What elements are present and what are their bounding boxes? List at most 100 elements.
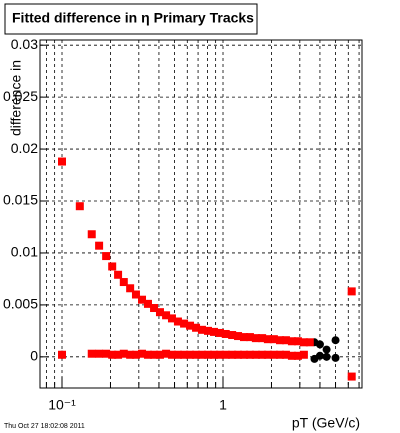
point xyxy=(197,325,206,334)
y-tick-label: 0 xyxy=(30,348,38,364)
point xyxy=(126,350,135,359)
point xyxy=(293,337,302,346)
x-tick-label: 10⁻¹ xyxy=(48,397,76,413)
point xyxy=(58,157,67,166)
point xyxy=(315,340,324,349)
chart-title: Fitted difference in η Primary Tracks xyxy=(12,10,254,26)
point xyxy=(58,350,67,359)
point xyxy=(150,304,159,313)
point xyxy=(221,329,230,338)
point xyxy=(143,350,152,359)
point xyxy=(305,338,314,347)
point xyxy=(126,284,135,293)
point xyxy=(204,326,213,335)
point xyxy=(138,295,147,304)
point xyxy=(258,334,267,343)
point xyxy=(287,337,296,346)
title-box xyxy=(4,3,258,35)
point xyxy=(95,349,104,358)
point xyxy=(322,345,331,354)
point xyxy=(114,350,123,359)
y-tick-label: 0.015 xyxy=(3,192,38,208)
point xyxy=(108,262,117,271)
point xyxy=(180,350,189,359)
point xyxy=(281,336,290,345)
y-tick-label: 0.005 xyxy=(3,296,38,312)
point xyxy=(192,350,201,359)
point xyxy=(173,350,182,359)
point xyxy=(293,351,302,360)
point xyxy=(131,350,140,359)
point xyxy=(228,331,237,340)
point xyxy=(75,202,84,211)
timestamp: Thu Oct 27 18:02:08 2011 xyxy=(4,423,85,430)
point xyxy=(119,349,128,358)
point xyxy=(138,349,147,358)
point xyxy=(102,349,111,358)
point xyxy=(331,353,340,362)
point xyxy=(239,333,248,342)
point xyxy=(209,327,218,336)
point xyxy=(258,350,267,359)
point xyxy=(197,350,206,359)
x-tick-label: 1 xyxy=(219,397,227,413)
point xyxy=(155,308,164,317)
point xyxy=(234,332,243,341)
point xyxy=(221,350,230,359)
y-tick-label: 0.02 xyxy=(11,140,38,156)
point xyxy=(245,350,254,359)
point xyxy=(143,299,152,308)
point xyxy=(119,278,128,287)
point xyxy=(239,350,248,359)
point xyxy=(102,252,111,261)
y-tick-label: 0.03 xyxy=(11,36,38,52)
point xyxy=(216,328,225,337)
plot-frame xyxy=(39,39,363,389)
point xyxy=(281,350,290,359)
point xyxy=(263,350,272,359)
y-axis-label: difference in xyxy=(8,60,24,136)
point xyxy=(269,335,278,344)
point xyxy=(167,350,176,359)
point xyxy=(95,241,104,250)
point xyxy=(87,349,96,358)
point xyxy=(287,351,296,360)
point xyxy=(234,350,243,359)
point xyxy=(299,350,308,359)
point xyxy=(347,287,356,296)
point xyxy=(186,321,195,330)
point xyxy=(263,335,272,344)
point xyxy=(216,350,225,359)
point xyxy=(150,350,159,359)
point xyxy=(155,350,164,359)
point xyxy=(180,319,189,328)
point xyxy=(162,349,171,358)
point xyxy=(162,311,171,320)
point xyxy=(245,333,254,342)
y-tick-label: 0.025 xyxy=(3,88,38,104)
point xyxy=(114,270,123,279)
point xyxy=(315,351,324,360)
point xyxy=(251,334,260,343)
point xyxy=(269,350,278,359)
point xyxy=(131,290,140,299)
y-tick-label: 0.01 xyxy=(11,244,38,260)
point xyxy=(186,350,195,359)
x-axis-label: pT (GeV/c) xyxy=(292,415,360,431)
point xyxy=(108,350,117,359)
point xyxy=(204,350,213,359)
point xyxy=(299,338,308,347)
point xyxy=(331,336,340,345)
point xyxy=(251,350,260,359)
point xyxy=(322,352,331,361)
point xyxy=(87,230,96,239)
point xyxy=(192,323,201,332)
point xyxy=(276,336,285,345)
point xyxy=(209,350,218,359)
point xyxy=(228,350,237,359)
point xyxy=(173,317,182,326)
point xyxy=(167,314,176,323)
point xyxy=(347,372,356,381)
